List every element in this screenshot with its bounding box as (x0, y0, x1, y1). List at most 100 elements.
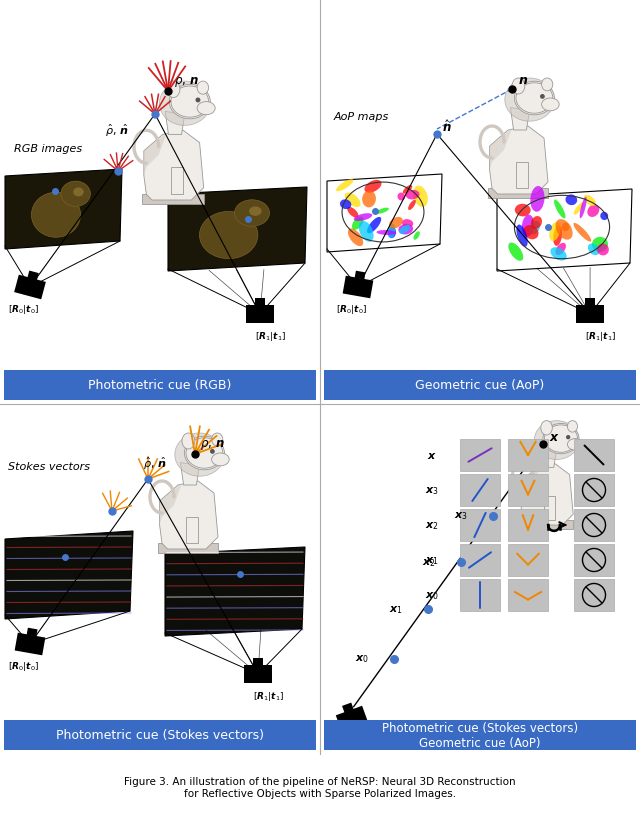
Polygon shape (516, 163, 528, 189)
Ellipse shape (186, 438, 223, 468)
Text: $\hat{\rho},\,\hat{\boldsymbol{n}}$: $\hat{\rho},\,\hat{\boldsymbol{n}}$ (105, 123, 129, 139)
Text: Stokes vectors: Stokes vectors (8, 461, 90, 472)
Ellipse shape (554, 201, 566, 219)
Ellipse shape (376, 208, 389, 215)
FancyBboxPatch shape (4, 370, 316, 400)
Polygon shape (545, 496, 556, 520)
Ellipse shape (167, 82, 180, 98)
Polygon shape (521, 464, 573, 525)
FancyBboxPatch shape (574, 440, 614, 472)
Circle shape (540, 95, 545, 100)
Ellipse shape (516, 225, 528, 247)
Polygon shape (165, 547, 305, 636)
Text: $\boldsymbol{x}_3$: $\boldsymbol{x}_3$ (454, 510, 468, 522)
Text: RGB images: RGB images (14, 144, 82, 154)
Ellipse shape (402, 219, 413, 228)
Ellipse shape (541, 99, 559, 111)
Ellipse shape (175, 433, 225, 477)
FancyBboxPatch shape (508, 579, 548, 611)
Text: Photometric cue (Stokes vectors): Photometric cue (Stokes vectors) (56, 729, 264, 741)
Ellipse shape (505, 79, 554, 122)
Ellipse shape (515, 82, 554, 115)
Ellipse shape (588, 244, 600, 256)
Bar (14, 275, 46, 300)
Text: $\boldsymbol{n}$: $\boldsymbol{n}$ (518, 74, 528, 87)
Text: $\boldsymbol{S}_0$: $\boldsymbol{S}_0$ (75, 514, 88, 528)
Bar (27, 628, 38, 636)
Polygon shape (168, 188, 307, 272)
Bar (519, 520, 573, 529)
FancyBboxPatch shape (508, 509, 548, 541)
Ellipse shape (543, 424, 579, 455)
FancyBboxPatch shape (460, 440, 500, 472)
Text: $\rho,\,\boldsymbol{n}$: $\rho,\,\boldsymbol{n}$ (174, 75, 199, 89)
FancyBboxPatch shape (508, 474, 548, 506)
FancyBboxPatch shape (460, 509, 500, 541)
Ellipse shape (512, 79, 525, 95)
Text: $\hat{\boldsymbol{n}}$: $\hat{\boldsymbol{n}}$ (442, 119, 452, 135)
Polygon shape (144, 133, 167, 176)
Polygon shape (144, 131, 204, 201)
Polygon shape (159, 484, 182, 525)
FancyBboxPatch shape (574, 579, 614, 611)
Ellipse shape (184, 437, 225, 470)
FancyBboxPatch shape (508, 545, 548, 577)
Ellipse shape (362, 191, 376, 208)
Text: $\boldsymbol{x}$: $\boldsymbol{x}$ (427, 450, 437, 460)
Bar (255, 299, 265, 306)
Bar (158, 544, 218, 554)
Ellipse shape (531, 217, 542, 229)
Ellipse shape (524, 226, 538, 240)
Ellipse shape (522, 215, 534, 238)
Ellipse shape (73, 188, 84, 197)
Bar (576, 305, 604, 324)
Ellipse shape (529, 221, 540, 235)
Ellipse shape (562, 224, 569, 232)
Text: Figure 3. An illustration of the pipeline of NeRSP: Neural 3D Reconstruction
for: Figure 3. An illustration of the pipelin… (124, 776, 516, 798)
Ellipse shape (249, 207, 262, 216)
Bar (142, 195, 204, 205)
Text: $[\boldsymbol{R}_1|\boldsymbol{t}_1]$: $[\boldsymbol{R}_1|\boldsymbol{t}_1]$ (255, 329, 286, 342)
Ellipse shape (541, 421, 552, 436)
Ellipse shape (568, 439, 583, 450)
FancyBboxPatch shape (574, 545, 614, 577)
Ellipse shape (169, 85, 211, 120)
Ellipse shape (573, 224, 591, 242)
Text: Photometric cue (RGB): Photometric cue (RGB) (88, 379, 232, 392)
Polygon shape (186, 518, 198, 544)
FancyBboxPatch shape (324, 370, 636, 400)
Ellipse shape (388, 224, 396, 238)
Polygon shape (521, 466, 541, 504)
Ellipse shape (406, 191, 419, 200)
Ellipse shape (403, 186, 412, 194)
Text: $\boldsymbol{x}_2$: $\boldsymbol{x}_2$ (425, 519, 439, 532)
Text: $[\boldsymbol{R}_0|\boldsymbol{t}_0]$: $[\boldsymbol{R}_0|\boldsymbol{t}_0]$ (8, 659, 39, 672)
Text: $[\boldsymbol{R}_0|\boldsymbol{t}_0]$: $[\boldsymbol{R}_0|\boldsymbol{t}_0]$ (8, 303, 39, 315)
Ellipse shape (408, 201, 416, 210)
FancyBboxPatch shape (460, 474, 500, 506)
Bar (336, 706, 368, 732)
Ellipse shape (534, 421, 579, 460)
Bar (246, 305, 274, 324)
Ellipse shape (553, 227, 562, 247)
Bar (488, 189, 548, 199)
Polygon shape (490, 129, 512, 171)
Ellipse shape (159, 82, 211, 126)
Ellipse shape (212, 433, 223, 446)
Ellipse shape (359, 222, 374, 242)
Ellipse shape (336, 180, 353, 192)
Ellipse shape (340, 200, 351, 210)
Ellipse shape (197, 102, 215, 115)
Ellipse shape (549, 223, 561, 242)
Polygon shape (180, 463, 200, 486)
Ellipse shape (61, 182, 90, 207)
Ellipse shape (376, 231, 396, 236)
Bar (244, 665, 272, 683)
Bar (342, 276, 373, 299)
Polygon shape (5, 170, 122, 250)
Ellipse shape (556, 243, 566, 256)
Text: $\boldsymbol{S}_2$: $\boldsymbol{S}_2$ (15, 514, 28, 528)
Bar (28, 271, 39, 281)
Ellipse shape (584, 196, 596, 206)
Text: $\rho,\,\boldsymbol{n}$: $\rho,\,\boldsymbol{n}$ (200, 437, 225, 451)
